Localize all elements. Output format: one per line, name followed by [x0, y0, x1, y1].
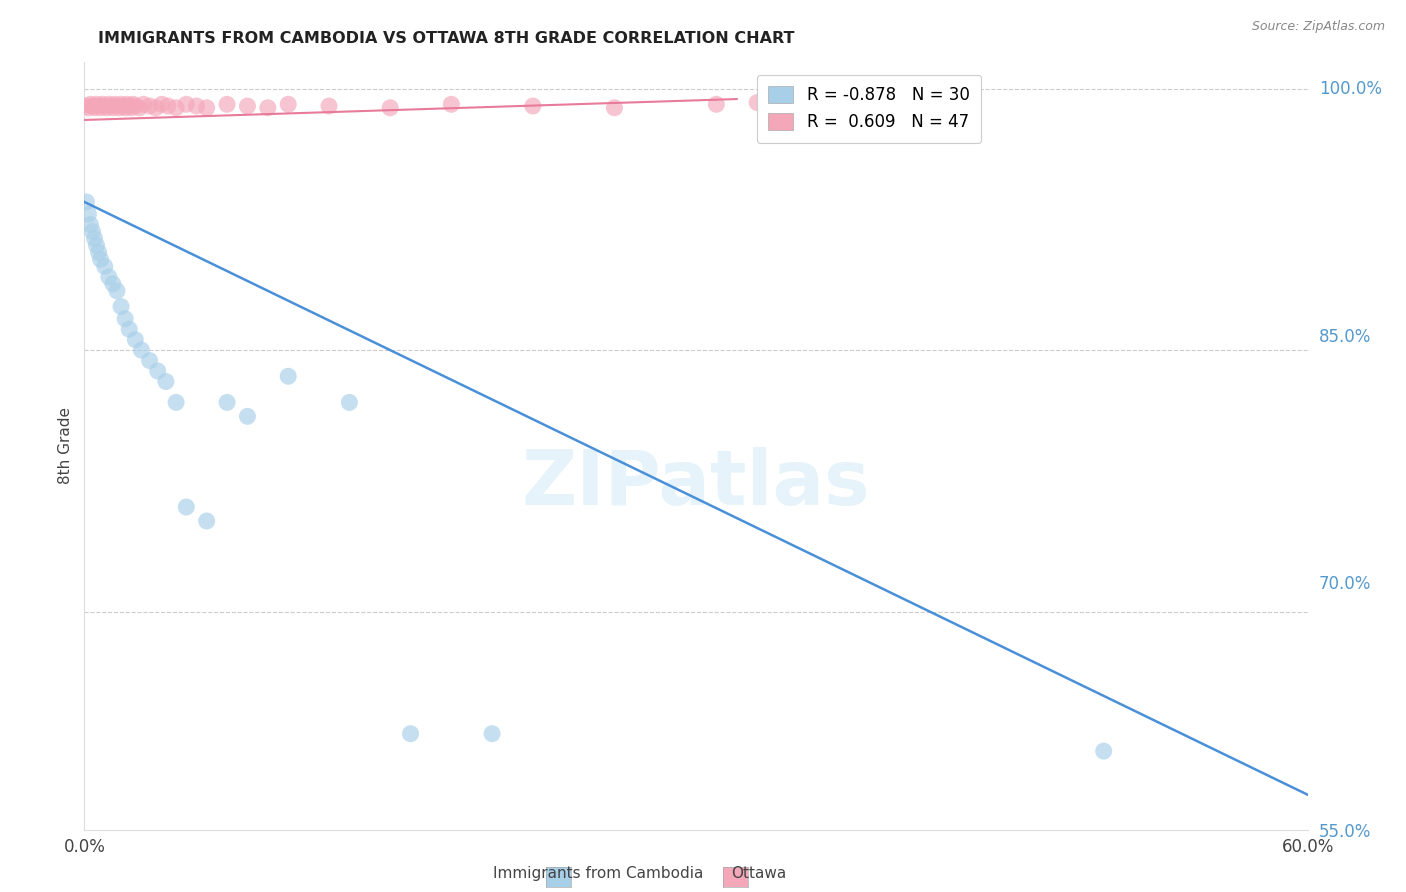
Point [120, 101, 142, 115]
Point [195, 514, 218, 528]
Text: Ottawa: Ottawa [731, 866, 786, 881]
Point [104, 97, 127, 112]
Point [90, 101, 112, 115]
Point [145, 101, 167, 115]
Point [118, 322, 141, 336]
Point [75, 194, 97, 209]
Point [86, 97, 108, 112]
Point [112, 99, 135, 113]
Point [87, 245, 110, 260]
Legend: R = -0.878   N = 30, R =  0.609   N = 47: R = -0.878 N = 30, R = 0.609 N = 47 [756, 75, 981, 143]
Point [186, 99, 208, 113]
Point [138, 353, 160, 368]
Point [101, 101, 124, 115]
Text: ZIPatlas: ZIPatlas [522, 448, 870, 521]
Point [79, 218, 101, 232]
Point [105, 284, 128, 298]
Point [90, 252, 112, 267]
Point [83, 101, 105, 115]
Point [150, 97, 173, 112]
Point [165, 395, 187, 409]
Point [787, 99, 810, 113]
Point [174, 97, 197, 112]
Point [236, 409, 259, 424]
Point [100, 99, 122, 113]
Point [146, 364, 169, 378]
Point [91, 97, 114, 112]
Point [217, 395, 239, 409]
Point [114, 101, 136, 115]
Point [522, 99, 544, 113]
Point [131, 343, 153, 358]
Point [339, 395, 361, 409]
Point [105, 99, 128, 113]
Point [93, 99, 115, 113]
Point [174, 500, 197, 514]
Text: Immigrants from Cambodia: Immigrants from Cambodia [492, 866, 703, 881]
Y-axis label: 8th Grade: 8th Grade [58, 408, 73, 484]
Point [236, 99, 259, 113]
Point [110, 300, 132, 314]
Point [122, 97, 145, 112]
Point [97, 97, 120, 112]
Point [97, 269, 120, 284]
Text: IMMIGRANTS FROM CAMBODIA VS OTTAWA 8TH GRADE CORRELATION CHART: IMMIGRANTS FROM CAMBODIA VS OTTAWA 8TH G… [98, 31, 794, 46]
Point [155, 375, 177, 389]
Point [96, 101, 118, 115]
Point [165, 101, 187, 115]
Point [138, 99, 160, 113]
Point [77, 101, 100, 115]
Point [82, 225, 104, 239]
Point [118, 99, 141, 113]
Point [128, 101, 150, 115]
Point [108, 101, 131, 115]
Point [706, 97, 728, 112]
Point [440, 97, 463, 112]
Point [101, 277, 124, 291]
Point [82, 99, 104, 113]
Point [87, 99, 110, 113]
Point [156, 99, 179, 113]
Point [257, 101, 280, 115]
Point [110, 97, 132, 112]
Point [79, 97, 101, 112]
Point [318, 99, 340, 113]
Point [195, 101, 218, 115]
Point [747, 95, 769, 110]
Point [115, 97, 138, 112]
Point [124, 333, 146, 347]
Point [399, 726, 422, 740]
Point [75, 99, 97, 113]
Point [93, 260, 115, 274]
Point [114, 311, 136, 326]
Point [1092, 744, 1115, 758]
Point [481, 726, 503, 740]
Point [77, 207, 100, 221]
Point [124, 99, 146, 113]
Text: Source: ZipAtlas.com: Source: ZipAtlas.com [1251, 20, 1385, 33]
Point [217, 97, 239, 112]
Point [132, 97, 155, 112]
Point [86, 238, 108, 252]
Point [277, 369, 299, 384]
Point [83, 231, 105, 245]
Point [603, 101, 626, 115]
Point [380, 101, 402, 115]
Point [277, 97, 299, 112]
